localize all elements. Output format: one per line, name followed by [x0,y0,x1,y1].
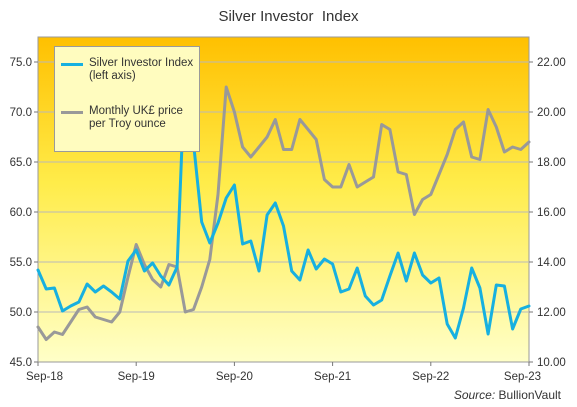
right-tick-label: 20.00 [537,107,566,119]
series-layer [36,60,531,341]
right-tick-label: 22.00 [537,57,566,69]
legend-item-silver-price: Monthly UK£ price per Troy ounce [61,105,197,131]
chart-title: Silver Investor Index [218,8,359,25]
legend-label-silver-price: Monthly UK£ price per Troy ounce [89,105,183,130]
x-tick-label: Sep-23 [504,371,541,383]
left-tick-label: 60.0 [10,207,32,219]
legend-label-silver-index: Silver Investor Index (left axis) [89,57,194,82]
left-tick-label: 75.0 [10,57,32,69]
right-tick-label: 14.00 [537,257,566,269]
left-tick-label: 65.0 [10,157,32,169]
x-tick-label: Sep-20 [216,371,253,383]
left-tick-label: 50.0 [10,307,32,319]
left-tick-label: 70.0 [10,107,32,119]
legend-swatch-silver-price [61,111,83,114]
right-axis: 10.00 12.00 14.00 16.00 18.00 20.00 22.00 [529,57,566,369]
x-tick-label: Sep-21 [314,371,351,383]
legend-item-silver-index: Silver Investor Index (left axis) [61,57,197,83]
legend-swatch-silver-index [61,63,83,66]
left-tick-label: 45.0 [10,357,32,369]
right-tick-label: 18.00 [537,157,566,169]
source-credit: Source: BullionVault [454,388,561,402]
x-tick-label: Sep-22 [412,371,449,383]
x-axis: Sep-18 Sep-19 Sep-20 Sep-21 Sep-22 Sep-23 [26,362,541,383]
series-line-silver-price [36,85,531,341]
right-tick-label: 16.00 [537,207,566,219]
right-tick-label: 10.00 [537,357,566,369]
source-label: Source: [453,388,496,402]
series-line-silver-index [36,60,531,340]
legend: Silver Investor Index (left axis) Monthl… [54,46,200,152]
left-axis: 45.0 50.0 55.0 60.0 65.0 70.0 75.0 [10,57,38,369]
x-tick-label: Sep-19 [118,371,155,383]
source-value: BullionVault [498,388,561,402]
right-tick-label: 12.00 [537,307,566,319]
left-tick-label: 55.0 [10,257,32,269]
x-tick-label: Sep-18 [26,371,63,383]
